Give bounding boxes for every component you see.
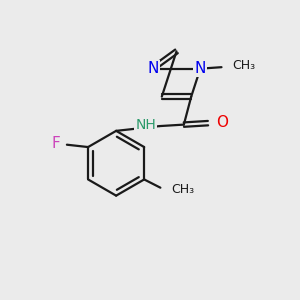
Text: O: O	[216, 115, 228, 130]
Text: F: F	[52, 136, 60, 151]
Text: N: N	[195, 61, 206, 76]
Text: NH: NH	[135, 118, 156, 133]
Text: N: N	[147, 61, 158, 76]
Text: CH₃: CH₃	[233, 59, 256, 72]
Text: CH₃: CH₃	[172, 183, 195, 196]
